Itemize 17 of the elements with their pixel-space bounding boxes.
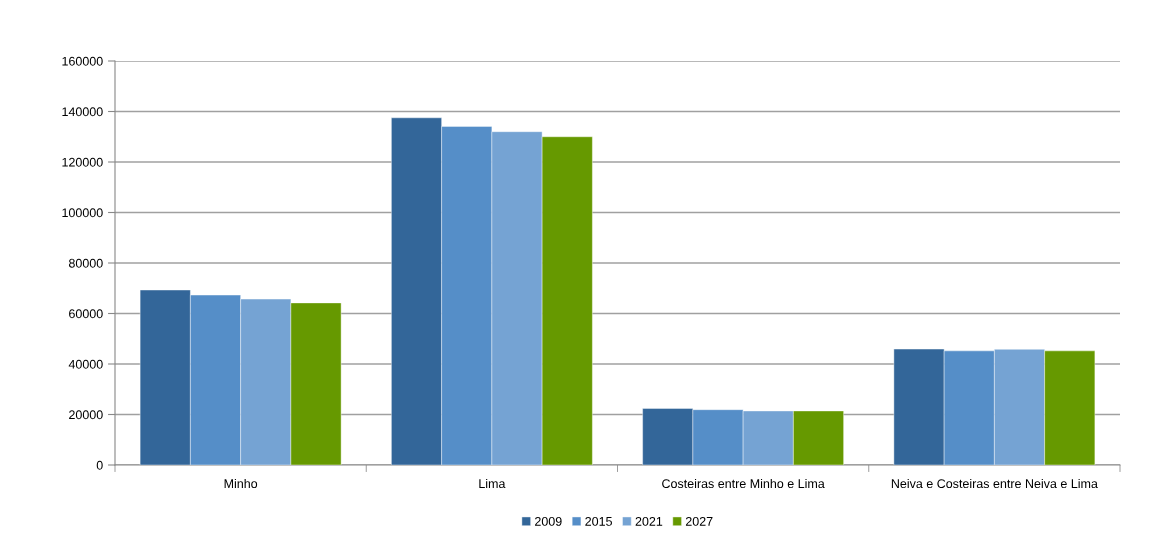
y-tick-label: 120000 (62, 157, 103, 167)
legend-label: 2021 (635, 516, 663, 526)
y-tick-label: 0 (96, 460, 103, 470)
y-tick-label: 60000 (69, 309, 103, 319)
legend-label: 2015 (585, 516, 612, 526)
x-tick-label: Lima (479, 478, 506, 489)
x-tick-label: Neiva e Costeiras entre Neiva e Lima (891, 478, 1098, 489)
legend-label: 2009 (535, 516, 562, 526)
x-tick-label: Costeiras entre Minho e Lima (662, 478, 825, 489)
y-tick-label: 80000 (68, 258, 103, 268)
y-tick-label: 140000 (62, 107, 103, 117)
y-tick-label: 40000 (68, 359, 103, 369)
legend-label: 2027 (685, 516, 713, 526)
y-tick-label: 20000 (69, 410, 103, 420)
x-tick-label: Minho (224, 478, 258, 489)
y-tick-label: 160000 (62, 56, 103, 66)
y-tick-label: 100000 (62, 208, 103, 218)
